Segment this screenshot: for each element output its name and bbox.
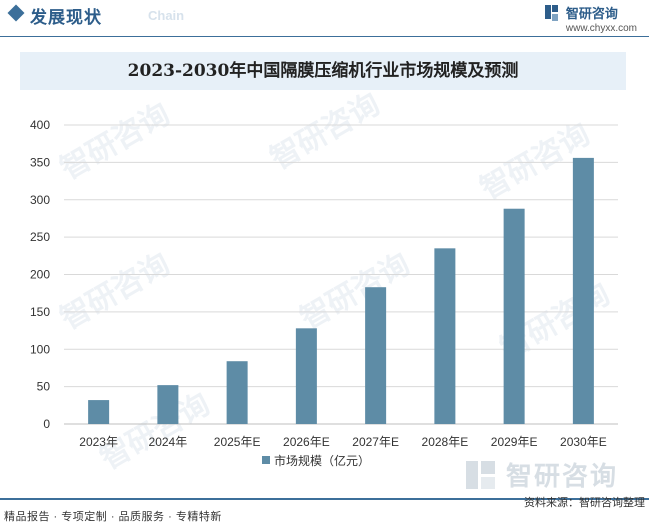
bar bbox=[572, 157, 594, 424]
brand-block: 智研咨询 www.chyxx.com bbox=[544, 3, 637, 34]
bar bbox=[365, 287, 387, 424]
bar bbox=[157, 385, 179, 424]
footer-slogan: 精品报告 · 专项定制 · 品质服务 · 专精特新 bbox=[4, 511, 222, 523]
background-watermark: 智研咨询 bbox=[95, 387, 215, 476]
bar bbox=[503, 208, 525, 424]
y-tick-label: 100 bbox=[30, 342, 50, 356]
bar bbox=[226, 361, 248, 424]
header-divider bbox=[0, 36, 649, 37]
x-tick-label: 2023年 bbox=[79, 435, 118, 449]
section-subtitle: Chain bbox=[148, 8, 185, 23]
bar bbox=[434, 248, 456, 424]
legend-label: 市场规模（亿元） bbox=[274, 453, 370, 468]
y-tick-label: 350 bbox=[30, 155, 50, 169]
x-tick-label: 2030年E bbox=[560, 435, 607, 449]
brand-name: 智研咨询 bbox=[565, 6, 618, 21]
background-watermark: 智研咨询 bbox=[55, 97, 175, 186]
watermark-logo-icon bbox=[466, 461, 495, 489]
chart-title: 2023-2030年中国隔膜压缩机行业市场规模及预测 bbox=[127, 61, 519, 81]
y-tick-label: 400 bbox=[30, 118, 50, 132]
page-header: 发展现状 Chain 智研咨询 www.chyxx.com bbox=[0, 0, 649, 34]
brand-url: www.chyxx.com bbox=[565, 23, 637, 34]
chart-title-bar: 2023-2030年中国隔膜压缩机行业市场规模及预测 bbox=[20, 52, 626, 90]
x-tick-label: 2028年E bbox=[422, 435, 469, 449]
y-tick-label: 300 bbox=[30, 193, 50, 207]
footer-source: 资料来源：智研咨询整理 bbox=[524, 497, 645, 509]
legend-swatch bbox=[262, 456, 270, 464]
y-tick-label: 250 bbox=[30, 230, 50, 244]
x-tick-label: 2025年E bbox=[214, 435, 261, 449]
x-tick-label: 2027年E bbox=[352, 435, 399, 449]
background-watermark: 智研咨询 bbox=[55, 247, 175, 336]
bar bbox=[88, 400, 110, 424]
bar bbox=[295, 328, 317, 424]
y-tick-label: 0 bbox=[43, 417, 50, 431]
y-tick-label: 50 bbox=[37, 380, 51, 394]
watermark-text: 智研咨询 bbox=[506, 461, 619, 491]
section-title: 发展现状 bbox=[30, 8, 102, 27]
x-tick-label: 2026年E bbox=[283, 435, 330, 449]
footer-divider bbox=[0, 498, 649, 500]
x-tick-label: 2029年E bbox=[491, 435, 538, 449]
y-tick-label: 150 bbox=[30, 305, 50, 319]
brand-logo-icon bbox=[544, 5, 558, 21]
background-watermark: 智研咨询 bbox=[295, 247, 415, 336]
y-tick-label: 200 bbox=[30, 268, 50, 282]
x-tick-label: 2024年 bbox=[149, 435, 188, 449]
